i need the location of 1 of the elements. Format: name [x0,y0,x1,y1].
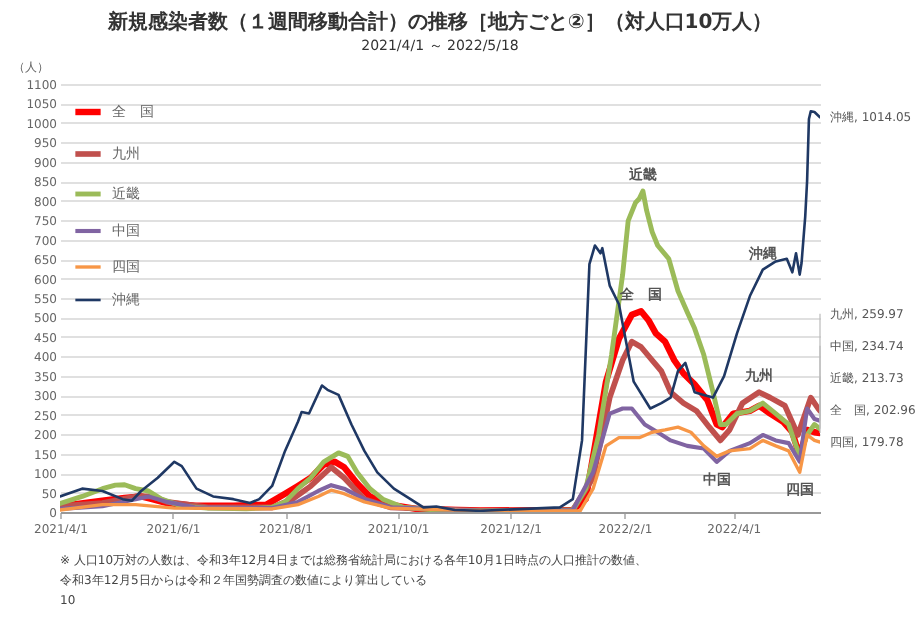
chart-title: 新規感染者数（１週間移動合計）の推移［地方ごと②］（対人口10万人） [105,10,773,34]
